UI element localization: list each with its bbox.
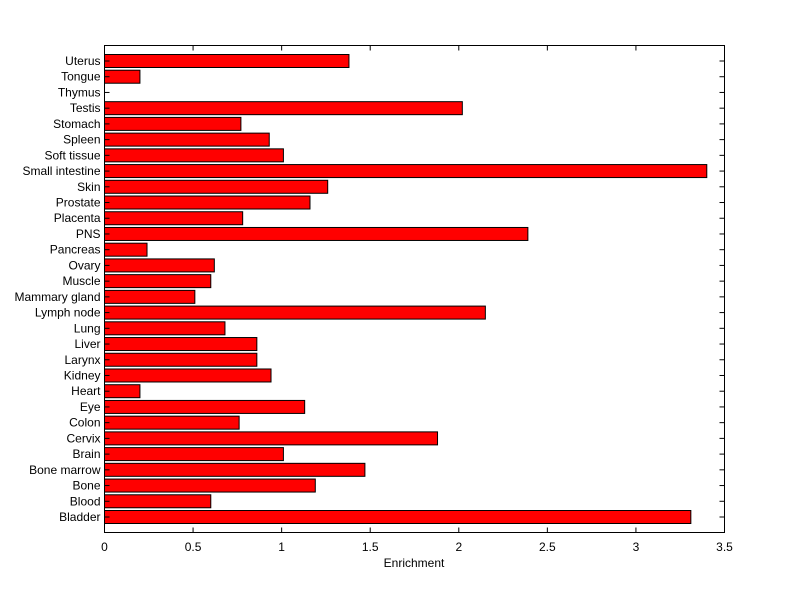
bar-mammary-gland [104,289,196,304]
bar-larynx [104,352,258,367]
bar-spleen [104,132,270,147]
bar-skin [104,179,329,194]
bar-bladder [104,510,692,524]
y-tick-label: Stomach [53,117,100,131]
bar-lung [104,321,226,336]
y-tick-label: Liver [74,337,100,351]
bar-ovary [104,258,215,273]
x-tick-label: 1 [278,540,285,554]
y-tick-label: Placenta [54,211,101,225]
x-tick-label: 2 [455,540,462,554]
bar-eye [104,399,306,414]
y-tick-label: Lung [74,321,101,335]
plot-frame [104,45,725,533]
y-tick-label: Thymus [58,85,101,99]
bar-placenta [104,211,244,226]
y-tick-label: Uterus [65,54,100,68]
y-tick-label: Spleen [63,133,100,147]
y-tick-label: Mammary gland [14,290,100,304]
bar-brain [104,447,284,462]
y-tick-label: Bladder [59,510,100,524]
y-tick-label: Pancreas [50,243,101,257]
bar-colon [104,415,240,430]
bar-tongue [104,69,141,84]
y-tick-label: Testis [70,101,101,115]
bar-bone-marrow [104,462,366,477]
bar-small-intestine [104,164,708,179]
bar-lymph-node [104,305,486,320]
y-tick-label: Larynx [64,353,100,367]
bar-cervix [104,431,439,446]
x-tick-label: 3.5 [716,540,733,554]
y-tick-label: Lymph node [35,306,101,320]
bar-bone [104,478,316,493]
bar-prostate [104,195,311,210]
y-tick-label: Eye [80,400,101,414]
x-tick-label: 0 [101,540,108,554]
y-tick-label: Brain [72,447,100,461]
y-tick-label: Blood [70,494,101,508]
y-tick-label: Heart [71,384,101,398]
bar-liver [104,337,258,352]
y-tick-label: Kidney [64,368,101,382]
bar-kidney [104,368,272,383]
bar-pns [104,226,529,241]
bar-pancreas [104,242,148,257]
y-tick-label: Skin [77,180,100,194]
x-tick-label: 3 [633,540,640,554]
bar-heart [104,384,141,399]
y-tick-label: Muscle [62,274,100,288]
bar-blood [104,494,212,509]
y-tick-label: Prostate [56,196,101,210]
y-tick-label: Cervix [66,431,100,445]
x-tick-label: 0.5 [185,540,202,554]
y-tick-label: Small intestine [22,164,100,178]
y-tick-label: PNS [76,227,101,241]
y-tick-label: Tongue [61,70,101,84]
y-tick-label: Colon [69,416,100,430]
bar-stomach [104,116,242,131]
y-tick-label: Ovary [68,258,100,272]
x-tick-label: 2.5 [539,540,556,554]
bar-uterus [104,54,350,68]
bar-testis [104,101,463,116]
x-tick-label: 1.5 [362,540,379,554]
y-tick-label: Soft tissue [44,148,100,162]
y-tick-label: Bone marrow [29,463,101,477]
bar-soft-tissue [104,148,284,163]
y-tick-label: Bone [72,479,100,493]
x-axis-label: Enrichment [384,556,445,570]
bar-muscle [104,274,212,289]
